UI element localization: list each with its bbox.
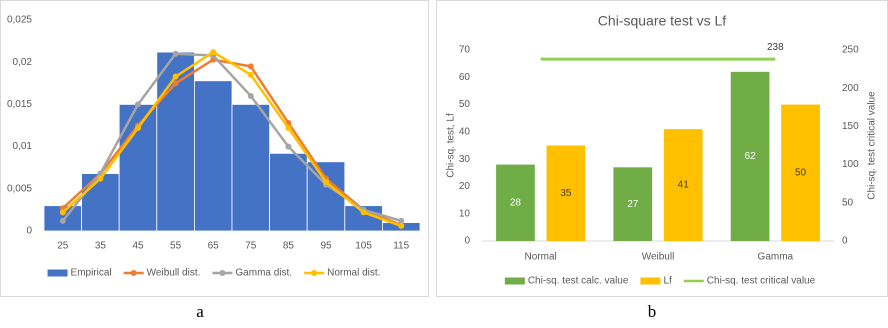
x-tick-label: Weibull (642, 252, 675, 263)
marker (247, 63, 254, 70)
legend-label: Normal dist. (327, 268, 380, 279)
y-tick-label: 20 (459, 181, 471, 192)
bar (269, 152, 308, 232)
y-tick-label: 50 (459, 99, 471, 110)
marker (59, 209, 66, 216)
bar (193, 80, 233, 232)
x-tick-label: 95 (320, 241, 332, 252)
y2-tick-label: 200 (842, 83, 859, 94)
marker (398, 222, 405, 229)
x-tick-label: 115 (393, 241, 409, 252)
chart-title: Chi-square test vs Lf (598, 13, 726, 29)
bar (781, 104, 820, 241)
x-tick-label: 65 (208, 241, 220, 252)
x-tick-label: 105 (355, 241, 372, 252)
y2-tick-label: 150 (842, 121, 859, 132)
marker (398, 217, 405, 224)
y-tick-label: 0,02 (13, 57, 33, 68)
x-tick-label: Gamma (758, 252, 794, 263)
data-label: 27 (627, 199, 639, 210)
marker (323, 179, 329, 186)
bar (231, 104, 270, 232)
x-tick-label: 75 (245, 241, 257, 252)
bar (81, 173, 120, 232)
marker (135, 101, 141, 108)
marker (285, 143, 292, 150)
marker (247, 92, 254, 99)
x-tick-label: 55 (170, 241, 182, 252)
bar (613, 167, 653, 241)
y-tick-label: 30 (459, 154, 471, 165)
legend-label: Empirical (71, 268, 112, 279)
marker (210, 49, 217, 56)
y2-tick-label: 0 (842, 236, 848, 247)
y-axis-label: Chi-sq. test, Lf (446, 113, 457, 178)
y-tick-label: 0,005 (7, 183, 32, 194)
legend-label: Gamma dist. (235, 268, 292, 279)
y2-tick-label: 50 (842, 197, 854, 208)
bar (496, 164, 535, 241)
y-tick-label: 0,01 (13, 141, 33, 152)
marker (135, 125, 141, 132)
x-tick-label: Normal (525, 252, 557, 263)
legend-marker (311, 270, 318, 276)
panel-caption: a (196, 302, 204, 321)
panel-caption: b (648, 302, 657, 321)
legend-label: Weibull dist. (147, 268, 201, 279)
marker (360, 209, 367, 216)
data-label: 35 (560, 188, 572, 199)
marker (59, 217, 66, 224)
marker (172, 73, 179, 80)
y-tick-label: 0 (26, 226, 32, 237)
bar (730, 71, 770, 241)
y-tick-label: 40 (459, 126, 471, 137)
data-label: 41 (678, 180, 690, 191)
y-tick-label: 70 (459, 45, 471, 56)
legend-label: Lf (663, 276, 672, 287)
legend-marker (130, 270, 137, 276)
bar (546, 145, 586, 241)
marker (172, 50, 179, 57)
x-tick-label: 25 (57, 241, 69, 252)
marker (247, 71, 254, 78)
y-tick-label: 0,015 (7, 99, 32, 110)
legend-swatch (640, 277, 661, 285)
marker (285, 125, 292, 132)
bar (663, 129, 703, 241)
y-tick-label: 60 (459, 72, 471, 83)
legend-swatch (47, 269, 68, 277)
data-label: 62 (745, 151, 757, 162)
marker (97, 175, 104, 182)
y-tick-label: 10 (459, 208, 471, 219)
marker (172, 80, 179, 87)
data-label: 238 (767, 42, 784, 53)
legend-marker (219, 270, 226, 276)
x-tick-label: 45 (132, 241, 144, 252)
y2-axis-label: Chi-sq. test critical value (867, 91, 878, 200)
data-label: 28 (510, 197, 522, 208)
legend-swatch (504, 277, 525, 285)
legend: Empirical Weibull dist. Gamma dist. Normal … (47, 268, 380, 279)
y-tick-label: 0,025 (7, 15, 32, 26)
x-tick-label: 35 (95, 241, 107, 252)
x-tick-label: 85 (283, 241, 295, 252)
y-tick-label: 0 (464, 236, 470, 247)
legend-label: Chi-sq. test calc. value (528, 276, 629, 287)
legend: Chi-sq. test calc. value Lf Chi-sq. test c… (504, 276, 816, 287)
data-label: 50 (795, 167, 807, 178)
legend-label: Chi-sq. test critical value (707, 276, 816, 287)
line (61, 50, 402, 228)
y2-tick-label: 250 (842, 45, 859, 56)
y2-tick-label: 100 (842, 159, 859, 170)
